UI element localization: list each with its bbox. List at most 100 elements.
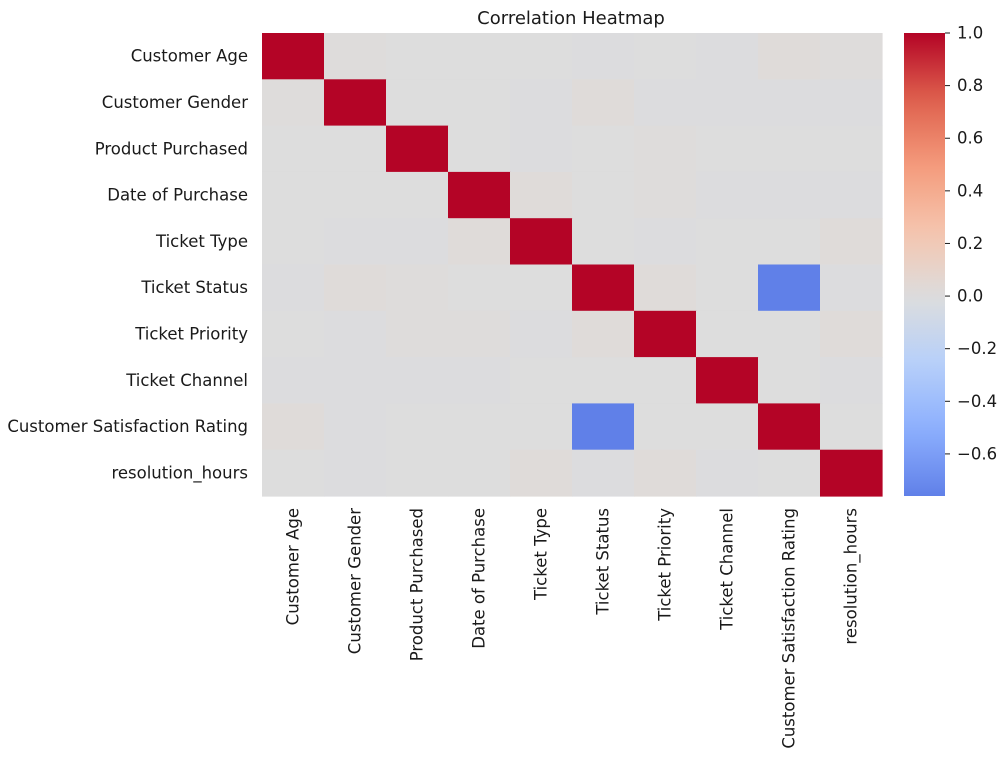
heatmap-cell: [758, 33, 821, 80]
heatmap-cell: [324, 403, 387, 451]
heatmap-cell: [324, 79, 387, 127]
heatmap-cell: [262, 449, 325, 497]
heatmap-cell: [262, 264, 325, 312]
heatmap-cell: [696, 357, 759, 404]
heatmap-cell: [262, 357, 325, 404]
heatmap-cell: [510, 33, 573, 80]
heatmap-cell: [448, 171, 511, 219]
heatmap-cell: [572, 171, 635, 219]
colorbar-tick-label: 0.0: [957, 287, 983, 306]
heatmap-cell: [696, 264, 759, 312]
heatmap-cell: [572, 357, 635, 404]
heatmap-cell: [572, 218, 635, 266]
heatmap-cell: [696, 310, 759, 358]
heatmap-cell: [324, 357, 387, 404]
heatmap-cell: [758, 125, 821, 173]
colorbar-ticks: 1.0 0.8 0.6 0.4 0.2 0.0 −0.2 −0.4 −0.6: [945, 24, 997, 463]
y-tick-label: Ticket Channel: [125, 371, 248, 390]
heatmap-cell: [572, 449, 635, 497]
heatmap-cell: [448, 310, 511, 358]
heatmap-cell: [386, 171, 449, 219]
heatmap-cell: [510, 264, 573, 312]
heatmap-cell: [262, 310, 325, 358]
colorbar: [904, 33, 945, 496]
heatmap-cell: [510, 357, 573, 404]
y-tick-label: Customer Age: [131, 47, 248, 66]
heatmap-cell: [262, 171, 325, 219]
chart-title: Correlation Heatmap: [477, 8, 665, 29]
heatmap-cell: [758, 310, 821, 358]
heatmap-cell: [386, 33, 449, 80]
x-tick-label: Date of Purchase: [470, 508, 489, 649]
heatmap-cell: [758, 403, 821, 451]
heatmap-cell: [324, 218, 387, 266]
heatmap-cell: [510, 449, 573, 497]
y-tick-label: resolution_hours: [111, 463, 248, 483]
x-tick-label: Ticket Type: [532, 508, 551, 601]
heatmap-cell: [820, 79, 883, 127]
heatmap-cell: [572, 403, 635, 451]
heatmap-cell: [386, 218, 449, 266]
heatmap-cell: [324, 449, 387, 497]
heatmap-cell: [634, 79, 697, 127]
y-tick-label: Ticket Type: [155, 232, 248, 251]
heatmap-cell: [634, 218, 697, 266]
y-tick-label: Product Purchased: [95, 139, 248, 158]
x-tick-labels: Customer Age Customer Gender Product Purch…: [284, 508, 862, 749]
heatmap-cell: [696, 449, 759, 497]
x-tick-label: resolution_hours: [842, 508, 862, 645]
heatmap-cell: [324, 171, 387, 219]
heatmap-cell: [634, 171, 697, 219]
heatmap-cell: [820, 33, 883, 80]
heatmap-cell: [758, 357, 821, 404]
heatmap-cell: [386, 357, 449, 404]
heatmap-cell: [758, 449, 821, 497]
heatmap-cell: [820, 449, 883, 497]
heatmap-cell: [262, 33, 325, 80]
heatmap-cell: [696, 171, 759, 219]
heatmap-cell: [386, 264, 449, 312]
heatmap-cell: [262, 403, 325, 451]
heatmap-cell: [510, 218, 573, 266]
heatmap-cell: [758, 171, 821, 219]
heatmap-cell: [696, 125, 759, 173]
colorbar-tick-label: −0.2: [957, 339, 997, 358]
y-tick-label: Date of Purchase: [107, 186, 248, 205]
colorbar-tick-label: 0.8: [957, 76, 983, 95]
heatmap-cell: [386, 79, 449, 127]
x-tick-label: Customer Age: [284, 508, 303, 625]
heatmap-cell: [758, 218, 821, 266]
y-tick-labels: Customer Age Customer Gender Product Purch…: [7, 47, 248, 484]
heatmap-cells: [262, 33, 883, 497]
heatmap-cell: [324, 33, 387, 80]
x-tick-label: Customer Gender: [346, 508, 365, 654]
heatmap-cell: [758, 79, 821, 127]
heatmap-cell: [448, 125, 511, 173]
heatmap-cell: [448, 218, 511, 266]
heatmap-cell: [758, 264, 821, 312]
heatmap-cell: [696, 403, 759, 451]
heatmap-cell: [696, 79, 759, 127]
heatmap-cell: [448, 264, 511, 312]
colorbar-tick-label: 0.2: [957, 234, 983, 253]
heatmap-cell: [696, 218, 759, 266]
heatmap-cell: [510, 125, 573, 173]
heatmap-cell: [820, 125, 883, 173]
heatmap-cell: [820, 171, 883, 219]
heatmap-cell: [510, 310, 573, 358]
x-tick-label: Customer Satisfaction Rating: [780, 508, 799, 749]
heatmap-cell: [510, 79, 573, 127]
heatmap-cell: [572, 79, 635, 127]
heatmap-cell: [820, 357, 883, 404]
heatmap-cell: [820, 218, 883, 266]
heatmap-cell: [262, 218, 325, 266]
colorbar-tick-label: 0.4: [957, 181, 983, 200]
heatmap-cell: [696, 33, 759, 80]
x-tick-label: Ticket Channel: [718, 508, 737, 631]
colorbar-tick-label: 1.0: [957, 24, 983, 43]
heatmap-cell: [572, 33, 635, 80]
heatmap-cell: [386, 310, 449, 358]
heatmap-cell: [572, 264, 635, 312]
heatmap-cell: [386, 403, 449, 451]
heatmap-cell: [448, 357, 511, 404]
